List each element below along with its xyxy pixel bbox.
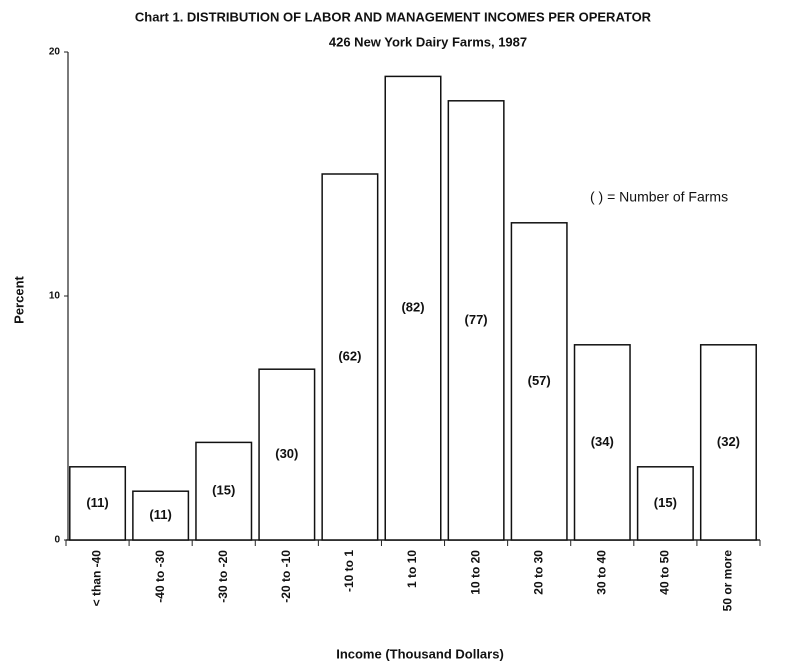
x-tick-label: -30 to -20 [216,550,230,603]
x-tick-label: 20 to 30 [531,550,545,595]
x-tick-label: -40 to -30 [153,550,167,603]
x-axis-label: Income (Thousand Dollars) [336,646,504,661]
chart-subtitle: 426 New York Dairy Farms, 1987 [329,34,527,49]
y-tick-label: 10 [49,291,61,302]
bar-label: (11) [149,507,171,522]
bar [510,222,568,541]
bar-label: (77) [465,312,488,327]
bar [699,344,757,541]
y-tick-label: 20 [49,47,61,58]
y-axis-label: Percent [11,275,26,323]
x-tick-label: 40 to 50 [658,550,672,595]
chart-title: Chart 1. DISTRIBUTION OF LABOR AND MANAG… [135,9,652,24]
x-tick-label: -20 to -10 [279,550,293,603]
bar-label: (15) [654,495,677,510]
x-tick-label: 1 to 10 [405,550,419,588]
bar [384,75,442,541]
bar-label: (32) [717,434,740,449]
x-tick-label: < than -40 [90,550,104,607]
bar-label: (34) [591,434,614,449]
bar [636,466,694,541]
bar [573,344,631,541]
bar [69,466,127,541]
bar [195,441,253,541]
x-tick-label: 30 to 40 [594,550,608,595]
annotation: ( ) = Number of Farms [590,189,728,205]
x-tick-label: 50 or more [721,550,735,612]
bar-label: (15) [212,483,235,498]
bar-label: (82) [401,300,424,315]
bar [258,368,316,541]
bar [447,100,505,541]
bar-label: (57) [528,373,551,388]
bar [132,490,190,541]
bar [321,173,379,541]
bar-label: (11) [86,495,108,510]
bar-label: (30) [275,446,298,461]
y-tick-label: 0 [54,535,60,546]
x-tick-label: -10 to 1 [342,550,356,592]
bar-label: (62) [338,348,361,363]
x-tick-label: 10 to 20 [468,550,482,595]
